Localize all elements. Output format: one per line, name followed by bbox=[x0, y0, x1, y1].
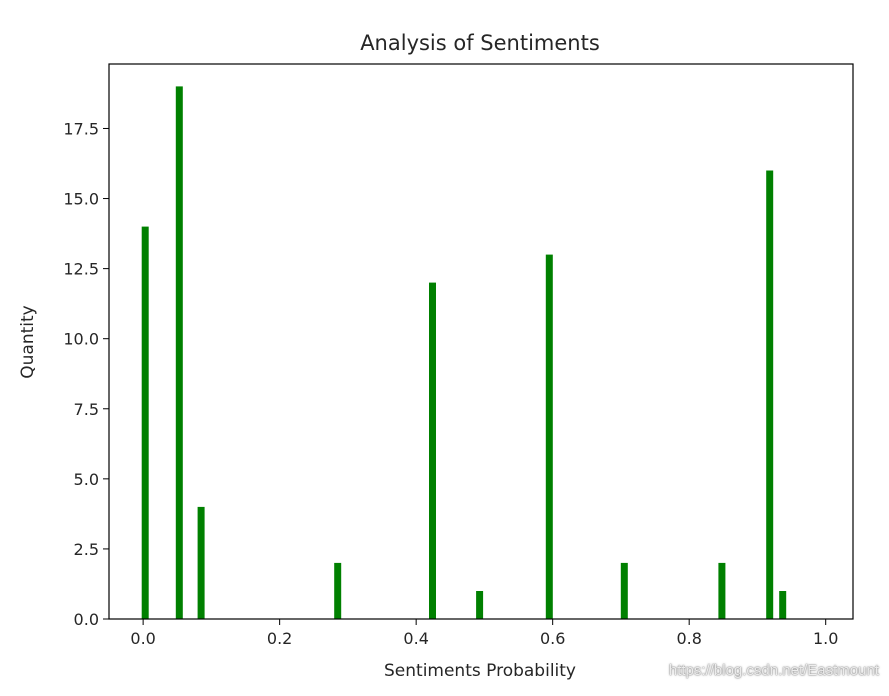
y-tick-label-6: 15.0 bbox=[63, 190, 99, 209]
y-tick-label-1: 2.5 bbox=[74, 540, 99, 559]
y-axis-label: Quantity bbox=[18, 305, 38, 378]
y-tick-label-3: 7.5 bbox=[74, 400, 99, 419]
y-tick-label-0: 0.0 bbox=[74, 610, 99, 629]
plot-frame bbox=[108, 63, 854, 620]
bar-6 bbox=[545, 254, 553, 619]
bar-2 bbox=[197, 506, 205, 619]
watermark-text: https://blog.csdn.net/Eastmount bbox=[668, 662, 879, 679]
y-tick-label-2: 5.0 bbox=[74, 470, 99, 489]
x-tick-label-1: 0.2 bbox=[267, 629, 292, 648]
bar-4 bbox=[429, 282, 436, 619]
x-tick-label-0: 0.0 bbox=[130, 629, 155, 648]
y-tick-label-4: 10.0 bbox=[63, 330, 99, 349]
bar-7 bbox=[620, 562, 628, 619]
bar-0 bbox=[141, 226, 149, 619]
x-tick-label-4: 0.8 bbox=[676, 629, 701, 648]
bar-1 bbox=[175, 86, 183, 619]
bar-10 bbox=[779, 591, 787, 619]
x-axis-label: Sentiments Probability bbox=[384, 661, 576, 681]
x-tick-label-2: 0.4 bbox=[403, 629, 428, 648]
y-axis: 0.0 2.5 5.0 7.5 10.0 12.5 15.0 17.5 bbox=[63, 119, 109, 629]
y-tick-label-5: 12.5 bbox=[63, 260, 99, 279]
y-tick-label-7: 17.5 bbox=[63, 119, 99, 138]
x-tick-label-3: 0.6 bbox=[540, 629, 565, 648]
chart-title: Analysis of Sentiments bbox=[360, 31, 600, 55]
x-tick-label-5: 1.0 bbox=[813, 629, 838, 648]
bar-9 bbox=[766, 170, 774, 619]
bar-3 bbox=[334, 562, 342, 619]
bar-8 bbox=[718, 562, 726, 619]
bar-5 bbox=[476, 591, 484, 619]
x-axis: 0.0 0.2 0.4 0.6 0.8 1.0 bbox=[130, 619, 838, 648]
bars-group bbox=[141, 86, 787, 619]
